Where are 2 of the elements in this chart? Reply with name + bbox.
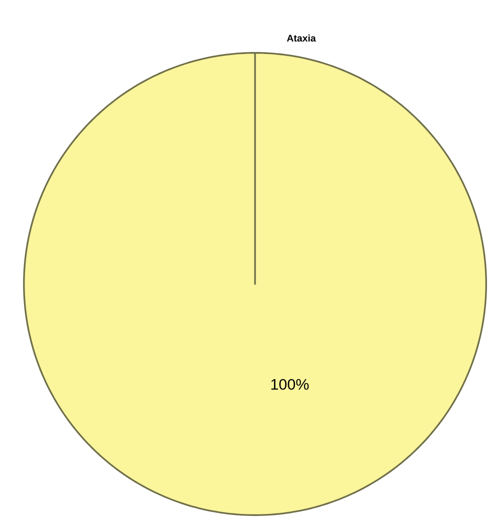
slice-label: Ataxia xyxy=(286,34,316,42)
data-label: 100% xyxy=(271,378,309,390)
